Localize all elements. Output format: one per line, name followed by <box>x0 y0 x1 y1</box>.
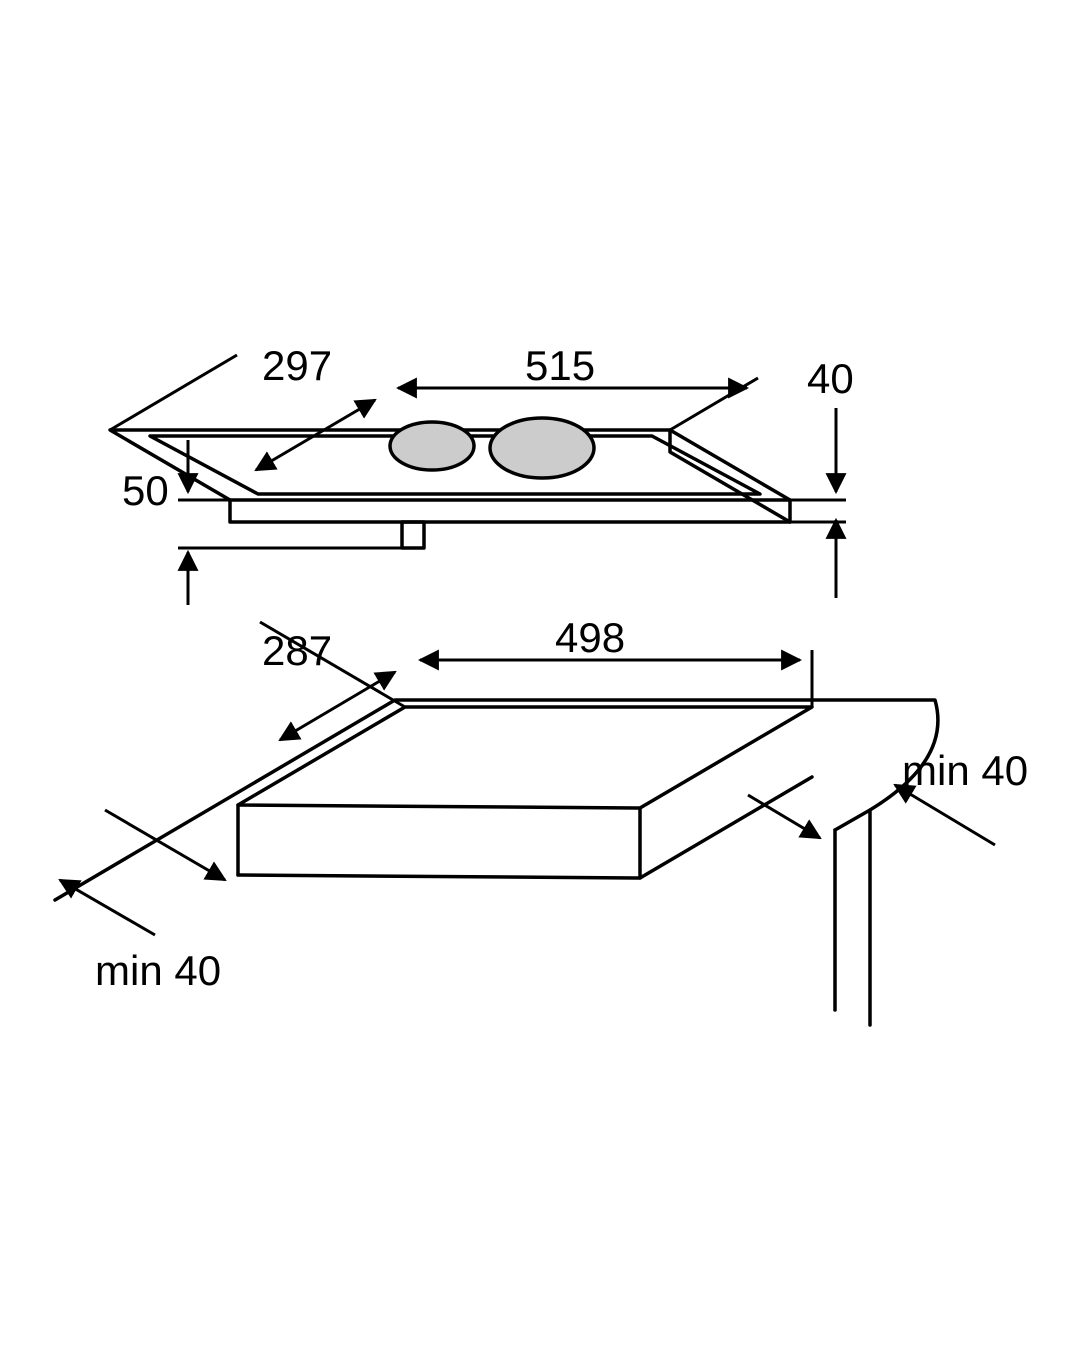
min40-right-label: min 40 <box>902 747 1028 794</box>
dim-515-label: 515 <box>525 342 595 389</box>
min40-left-label: min 40 <box>95 947 221 994</box>
dim-515: 515 <box>398 342 758 430</box>
dim-40: 40 <box>790 355 854 598</box>
dim-287: 287 <box>260 622 405 740</box>
dim-498-label: 498 <box>555 614 625 661</box>
dim-297: 297 <box>110 342 375 470</box>
dim-40-label: 40 <box>807 355 854 402</box>
dim-297-label: 297 <box>262 342 332 389</box>
dim-50-label: 50 <box>122 467 169 514</box>
dim-287-label: 287 <box>262 627 332 674</box>
dim-498: 498 <box>420 614 812 707</box>
dim-min40-left: min 40 <box>60 810 225 994</box>
cooktop-top-view <box>110 418 790 548</box>
